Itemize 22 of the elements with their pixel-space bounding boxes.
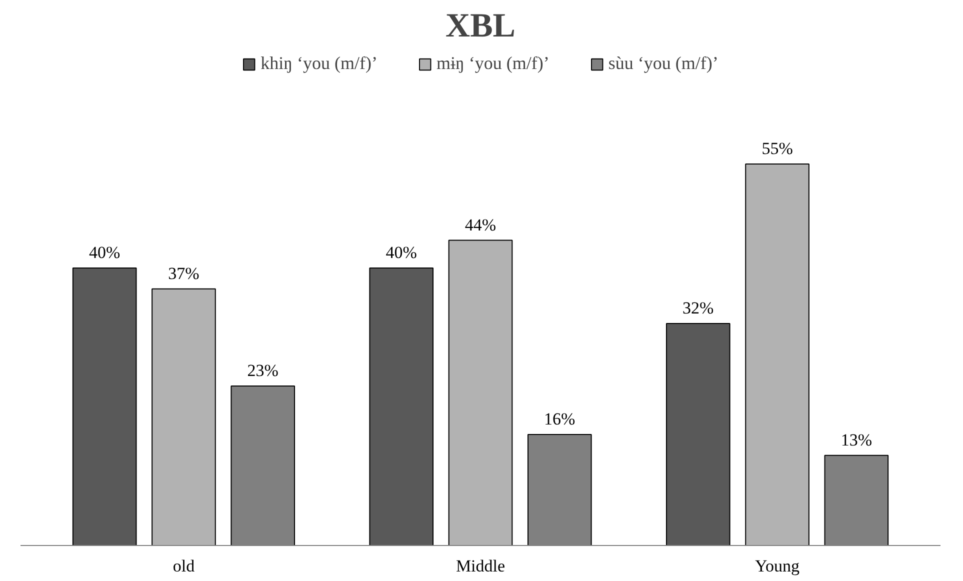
legend-label: mɨŋ ‘you (m/f)’ (436, 53, 550, 74)
bar (72, 268, 137, 546)
bar (369, 268, 434, 546)
bar (745, 163, 810, 546)
data-label: 32% (682, 298, 714, 318)
data-label: 13% (840, 430, 872, 450)
x-tick-label: Middle (456, 556, 506, 576)
bar (666, 323, 730, 546)
x-tick-label: old (172, 556, 196, 576)
data-label: 44% (464, 215, 496, 234)
data-label: 40% (89, 243, 120, 262)
data-label: 16% (544, 410, 576, 429)
data-label: 37% (168, 264, 200, 283)
data-label: 55% (762, 138, 793, 158)
legend-label: khiŋ ‘you (m/f)’ (260, 53, 378, 74)
bar (152, 288, 216, 546)
bar (448, 240, 513, 546)
data-label: 40% (386, 243, 417, 262)
chart-title: XBL (446, 8, 516, 44)
legend-label: sùu ‘you (m/f)’ (608, 53, 718, 74)
x-tick-label: Young (754, 556, 800, 576)
data-label: 23% (247, 360, 278, 380)
